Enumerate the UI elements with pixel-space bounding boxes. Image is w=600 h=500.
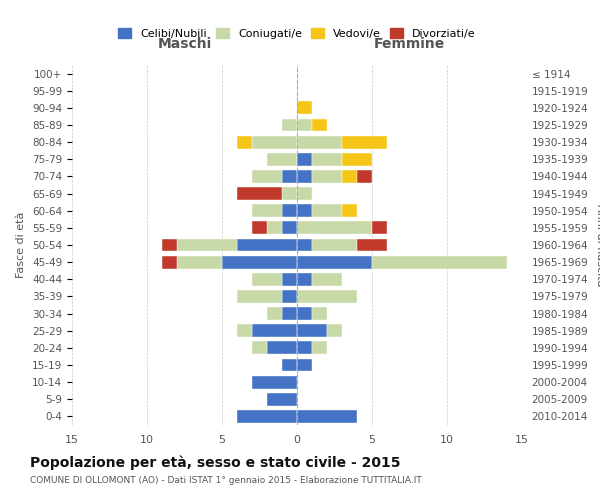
Bar <box>237 290 282 303</box>
Bar <box>282 273 297 285</box>
Bar <box>297 170 312 183</box>
Bar <box>237 136 252 148</box>
Bar <box>282 307 297 320</box>
Bar <box>177 256 222 268</box>
Bar <box>357 170 372 183</box>
Bar <box>372 222 387 234</box>
Bar <box>282 222 297 234</box>
Bar <box>222 256 297 268</box>
Bar <box>237 187 282 200</box>
Text: Maschi: Maschi <box>157 38 212 52</box>
Bar <box>297 153 312 166</box>
Bar <box>267 393 297 406</box>
Bar <box>297 222 372 234</box>
Y-axis label: Anni di nascita: Anni di nascita <box>595 204 600 286</box>
Bar <box>327 324 342 337</box>
Bar <box>162 238 177 252</box>
Bar <box>297 187 312 200</box>
Bar <box>282 170 297 183</box>
Legend: Celibi/Nubili, Coniugati/e, Vedovi/e, Divorziati/e: Celibi/Nubili, Coniugati/e, Vedovi/e, Di… <box>114 24 480 44</box>
Bar <box>252 273 282 285</box>
Bar <box>297 136 342 148</box>
Bar <box>282 118 297 132</box>
Bar <box>312 118 327 132</box>
Bar <box>312 238 357 252</box>
Bar <box>312 170 342 183</box>
Text: COMUNE DI OLLOMONT (AO) - Dati ISTAT 1° gennaio 2015 - Elaborazione TUTTITALIA.I: COMUNE DI OLLOMONT (AO) - Dati ISTAT 1° … <box>30 476 422 485</box>
Bar <box>312 273 342 285</box>
Bar <box>297 256 372 268</box>
Bar <box>237 410 297 423</box>
Bar <box>237 238 297 252</box>
Bar <box>282 187 297 200</box>
Bar <box>342 136 387 148</box>
Bar <box>282 290 297 303</box>
Bar <box>252 222 267 234</box>
Bar <box>252 170 282 183</box>
Bar <box>297 342 312 354</box>
Bar <box>177 238 237 252</box>
Bar <box>297 118 312 132</box>
Bar <box>342 204 357 217</box>
Bar <box>297 238 312 252</box>
Bar <box>297 273 312 285</box>
Bar <box>267 222 282 234</box>
Bar <box>297 204 312 217</box>
Bar <box>312 307 327 320</box>
Bar <box>252 204 282 217</box>
Bar <box>267 307 282 320</box>
Bar <box>252 376 297 388</box>
Bar <box>162 256 177 268</box>
Bar <box>342 170 357 183</box>
Bar <box>282 204 297 217</box>
Bar <box>237 324 252 337</box>
Bar <box>282 358 297 372</box>
Bar <box>252 136 297 148</box>
Bar <box>297 102 312 114</box>
Text: Popolazione per età, sesso e stato civile - 2015: Popolazione per età, sesso e stato civil… <box>30 455 401 469</box>
Bar <box>297 324 327 337</box>
Bar <box>342 153 372 166</box>
Bar <box>267 153 297 166</box>
Y-axis label: Fasce di età: Fasce di età <box>16 212 26 278</box>
Bar <box>297 290 357 303</box>
Bar <box>297 358 312 372</box>
Bar <box>312 204 342 217</box>
Bar <box>252 324 297 337</box>
Bar <box>312 153 342 166</box>
Text: Femmine: Femmine <box>374 38 445 52</box>
Bar <box>252 342 267 354</box>
Bar <box>297 410 357 423</box>
Bar <box>297 307 312 320</box>
Bar <box>312 342 327 354</box>
Bar <box>267 342 297 354</box>
Bar <box>372 256 507 268</box>
Bar <box>357 238 387 252</box>
